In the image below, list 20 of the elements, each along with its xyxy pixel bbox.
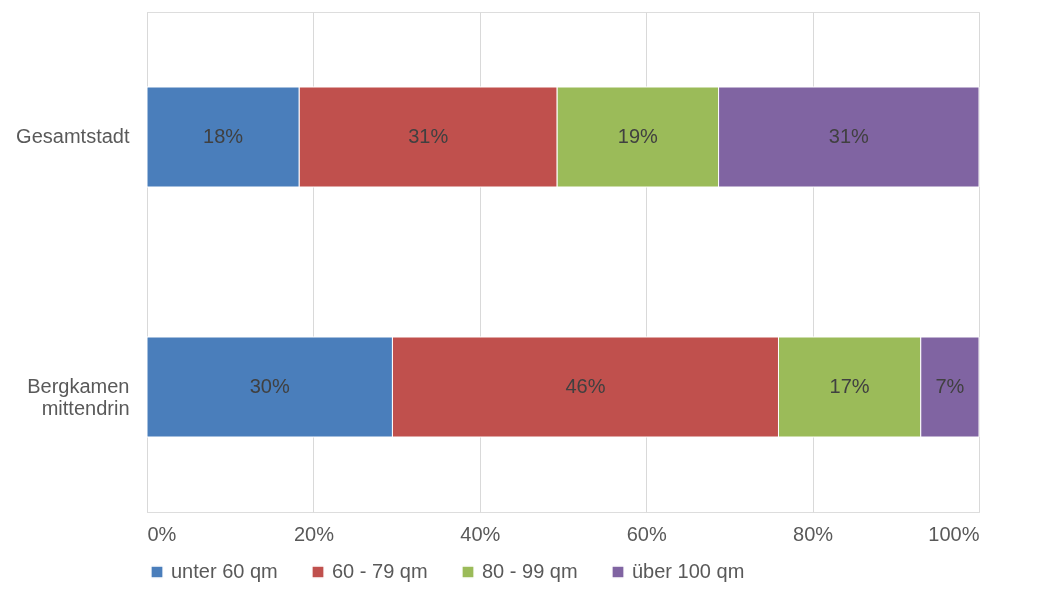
x-tick-label: 40% (460, 522, 501, 545)
legend-label: unter 60 qm (171, 560, 278, 582)
data-label: 18% (203, 125, 244, 147)
legend-label: 80 - 99 qm (482, 560, 578, 582)
x-tick-label: 100% (928, 522, 980, 545)
data-label: 17% (829, 375, 870, 397)
x-tick-label: 20% (293, 522, 335, 545)
data-label: 31% (408, 125, 449, 147)
data-label: 19% (617, 125, 659, 147)
data-label: 30% (249, 375, 290, 397)
legend-label: über 100 qm (632, 560, 745, 582)
y-tick-label: Gesamtstadt (16, 125, 130, 147)
x-tick-label: 0% (147, 522, 177, 545)
legend-label: 60 - 79 qm (332, 560, 428, 582)
data-label: 7% (935, 375, 965, 397)
data-label: 31% (828, 125, 870, 147)
y-tick-label: Bergkamen mittendrin (27, 375, 130, 419)
x-tick-label: 80% (793, 522, 834, 545)
data-label: 46% (565, 375, 606, 397)
x-tick-label: 60% (626, 522, 667, 545)
